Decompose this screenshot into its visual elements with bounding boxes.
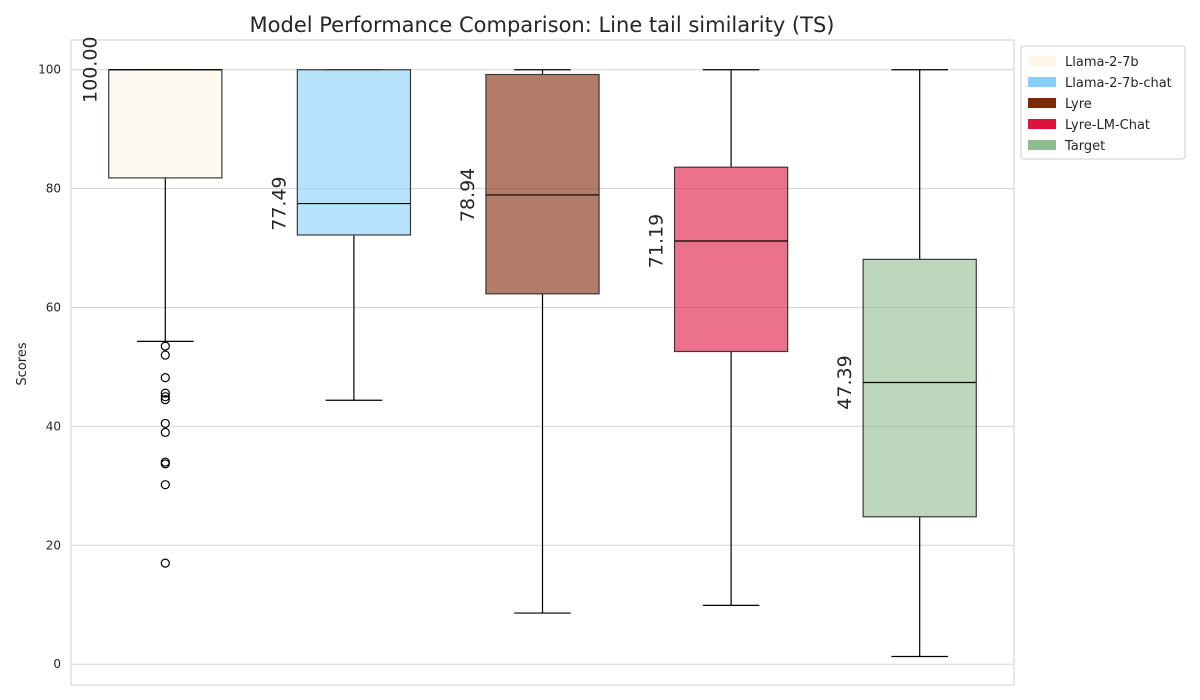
median-value-label: 100.00: [80, 36, 102, 102]
legend-label: Target: [1064, 139, 1105, 154]
box: [862, 258, 977, 518]
y-axis-label: Scores: [15, 342, 30, 385]
y-tick-label: 0: [53, 657, 61, 671]
box: [673, 166, 789, 353]
legend-box: [1020, 45, 1186, 160]
box: [108, 69, 223, 179]
median-value-label: 47.39: [834, 355, 856, 409]
median-value-label: 78.94: [457, 168, 479, 222]
outlier-point: [160, 392, 170, 402]
median-value-label: 71.19: [646, 214, 668, 268]
legend-swatch: [1028, 56, 1056, 66]
legend-swatch: [1028, 140, 1056, 150]
outlier-point: [160, 341, 170, 351]
box: [296, 69, 412, 236]
box-group-1: 100.00: [80, 36, 223, 568]
outlier-point: [160, 395, 170, 405]
legend-label: Llama-2-7b: [1065, 55, 1139, 70]
outlier-point: [160, 388, 170, 398]
chart-title: Model Performance Comparison: Line tail …: [250, 13, 835, 37]
median-value-label: 77.49: [268, 176, 290, 230]
y-tick-label: 80: [46, 182, 61, 196]
outlier-point: [160, 480, 170, 490]
legend-swatch: [1028, 98, 1056, 108]
box-group-2: 77.49: [268, 69, 412, 401]
outlier-point: [160, 418, 170, 429]
outlier-point: [160, 373, 170, 383]
y-tick-label: 40: [46, 419, 61, 433]
plot-frame: [70, 39, 1015, 686]
legend-label: Lyre-LM-Chat: [1065, 118, 1150, 133]
legend-label: Llama-2-7b-chat: [1065, 76, 1172, 91]
legend-label: Lyre: [1065, 97, 1092, 112]
y-tick-label: 100: [38, 63, 61, 77]
box-group-3: 78.94: [457, 69, 600, 614]
legend-swatch: [1028, 119, 1056, 129]
outlier-point: [160, 558, 170, 568]
box-group-5: 47.39: [834, 69, 977, 658]
outlier-point: [160, 427, 170, 437]
y-tick-label: 20: [46, 538, 61, 552]
box-group-4: 71.19: [646, 69, 789, 606]
y-tick-label: 60: [46, 301, 61, 315]
box: [485, 73, 600, 295]
outlier-point: [160, 459, 170, 469]
legend-swatch: [1028, 77, 1056, 87]
outlier-point: [160, 350, 170, 360]
